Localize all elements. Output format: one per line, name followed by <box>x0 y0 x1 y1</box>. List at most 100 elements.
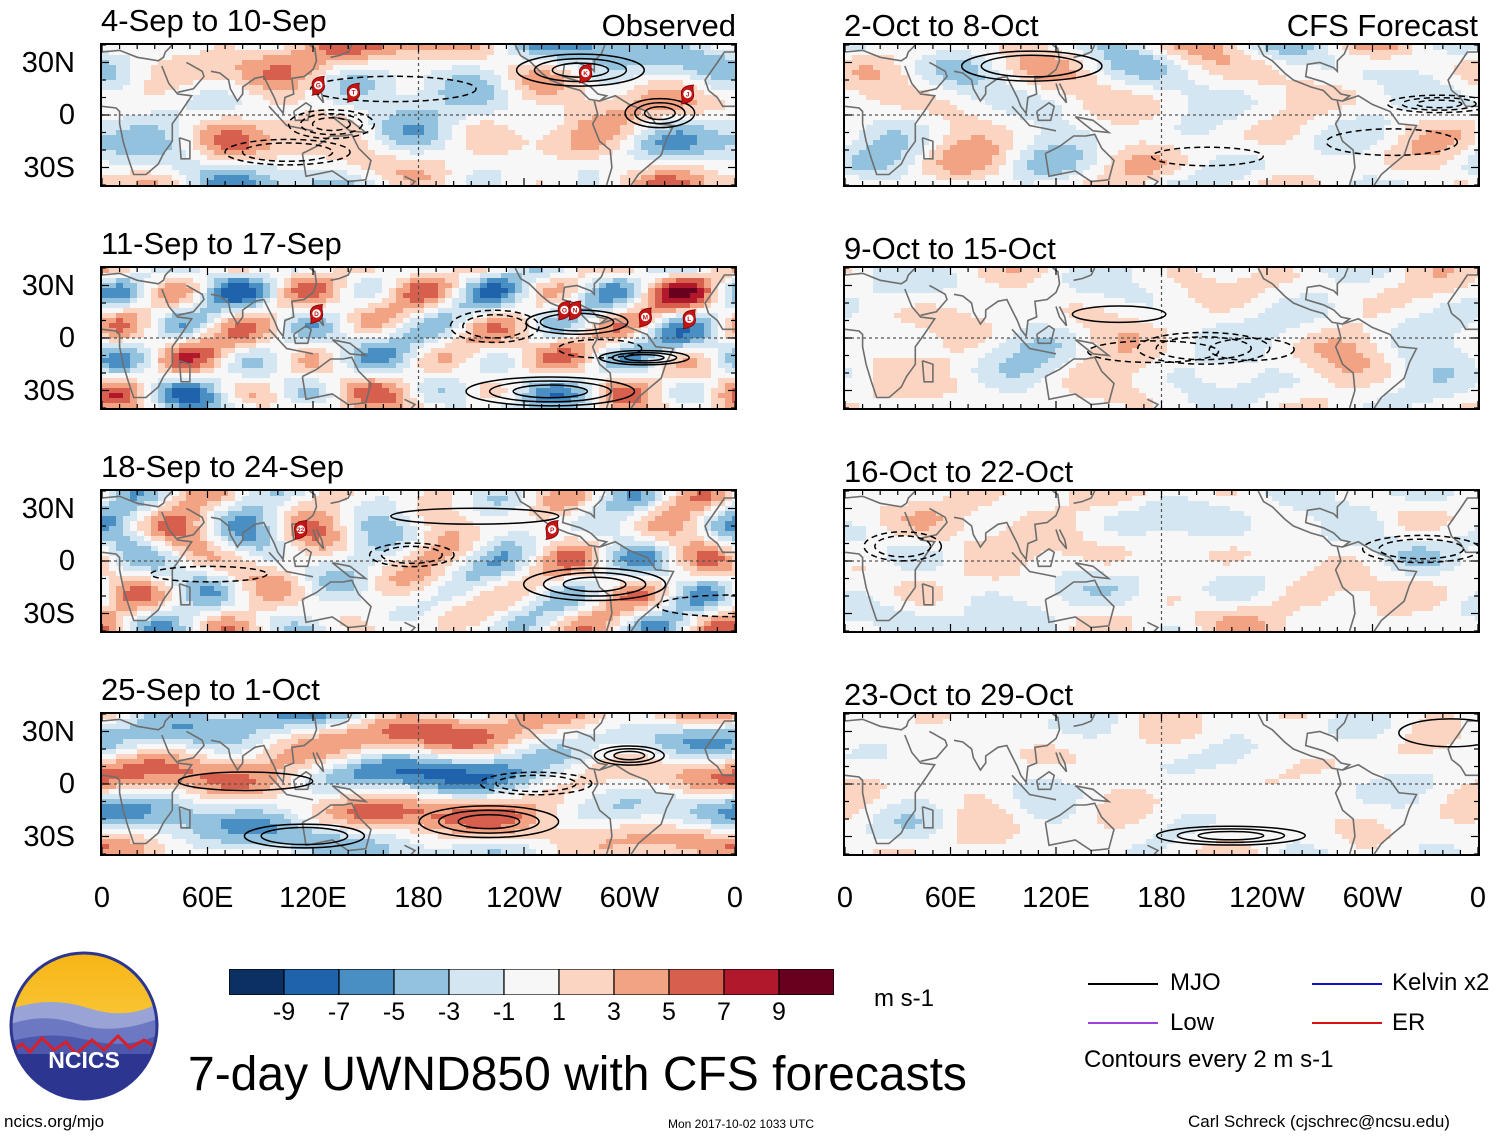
coastline <box>591 546 613 631</box>
coastlines <box>845 268 1478 408</box>
storm-label: T <box>351 90 355 97</box>
lat-tick-label: 30N <box>0 717 75 747</box>
mjo-contour <box>462 314 528 339</box>
coastline <box>845 65 937 176</box>
mjo-contour <box>1071 305 1167 324</box>
colorbar-swatch <box>778 968 835 996</box>
coastline <box>178 806 191 829</box>
coastline <box>102 491 173 508</box>
storm-label: K <box>583 70 588 77</box>
lon-tick-label: 120E <box>258 883 368 913</box>
axis-ticks <box>102 45 735 185</box>
map-panel-fcst-2 <box>843 266 1480 410</box>
panel-title-obs-3: 18-Sep to 24-Sep <box>101 450 344 484</box>
mjo-contour <box>380 545 443 565</box>
coastline <box>1073 491 1096 505</box>
coastline <box>177 507 205 540</box>
lon-tick-label: 60E <box>153 883 263 913</box>
mjo-contour <box>598 349 690 366</box>
mjo-contour <box>1155 825 1307 846</box>
mjo-contour <box>562 576 627 593</box>
legend-label-low: Low <box>1170 1010 1214 1036</box>
anomaly-field <box>102 491 735 631</box>
coastlines <box>102 45 735 185</box>
coastline <box>1011 551 1057 578</box>
panel-title-obs-2: 11-Sep to 17-Sep <box>101 227 342 261</box>
colorbar-tick-label: 1 <box>534 999 584 1025</box>
coastline <box>1055 83 1068 104</box>
lon-tick-label: 0 <box>1423 883 1510 913</box>
colorbar-tick-label: -1 <box>479 999 529 1025</box>
coastline <box>1044 133 1115 183</box>
mjo-contour <box>1361 534 1478 564</box>
coastline <box>1257 714 1352 771</box>
lat-tick-label: 30N <box>0 494 75 524</box>
coastline <box>102 268 173 285</box>
coastline <box>210 491 318 562</box>
mjo-contour <box>1208 337 1295 362</box>
mjo-contour <box>1176 828 1286 844</box>
mjo-contour <box>224 138 351 166</box>
coastline <box>920 61 948 94</box>
mjo-contour <box>457 813 521 830</box>
coastline <box>331 339 369 357</box>
footer-url[interactable]: ncics.org/mjo <box>4 1112 104 1132</box>
coastline <box>1035 101 1056 122</box>
tropical-storm-marker: O <box>557 300 572 321</box>
mjo-contour <box>449 309 540 344</box>
map-panel-obs-4 <box>100 712 737 856</box>
map-panel-obs-1: G T K J <box>100 43 737 187</box>
coastline <box>210 268 318 339</box>
coastline <box>330 45 353 59</box>
mjo-contours <box>177 745 665 849</box>
axis-ticks <box>102 268 735 408</box>
lon-tick-label: 120W <box>469 883 579 913</box>
mjo-contour <box>1155 336 1252 361</box>
mjo-contour <box>593 745 665 766</box>
tropical-storm-marker: T <box>346 82 361 103</box>
storm-label: L <box>687 316 691 323</box>
coastline <box>1011 774 1057 801</box>
coastline <box>953 491 1061 562</box>
mjo-contour <box>418 805 560 839</box>
panel-title-fcst-2: 9-Oct to 15-Oct <box>844 232 1056 266</box>
storm-label: O <box>562 307 567 314</box>
coastline <box>292 547 313 568</box>
storm-label: D <box>314 311 319 318</box>
mjo-contour <box>522 567 667 602</box>
coastline <box>292 324 313 345</box>
coastline <box>1044 579 1115 629</box>
coastline <box>920 284 948 317</box>
colorbar-swatch <box>283 968 340 996</box>
coastline <box>704 274 735 314</box>
colorbar-tick-label: -3 <box>424 999 474 1025</box>
coastline <box>1011 328 1057 355</box>
mjo-contour <box>309 75 477 103</box>
lat-tick-label: 30S <box>0 376 75 406</box>
coastline <box>1334 546 1356 631</box>
storm-label: 22 <box>297 527 305 534</box>
coastline <box>177 61 205 94</box>
axis-ticks <box>845 714 1478 854</box>
mjo-contours <box>149 507 735 618</box>
coastline <box>312 529 325 550</box>
colorbar-swatch <box>338 968 395 996</box>
coastline <box>514 45 609 102</box>
lat-tick-label: 0 <box>0 100 75 130</box>
lon-tick-label: 60E <box>896 883 1006 913</box>
coastline <box>330 491 353 505</box>
tropical-storm-marker: N <box>567 300 582 321</box>
coastline <box>1257 45 1352 102</box>
mjo-contour <box>634 101 686 125</box>
coastline <box>1073 45 1096 59</box>
coastline <box>330 714 353 728</box>
tropical-storm-marker: L <box>682 309 696 330</box>
mjo-contour <box>311 117 352 132</box>
lat-tick-label: 0 <box>0 769 75 799</box>
mjo-contour <box>465 376 636 407</box>
mjo-contour <box>1137 331 1271 365</box>
mjo-contour <box>613 750 646 761</box>
coastline <box>331 785 369 803</box>
mjo-contour <box>512 384 589 399</box>
logo-text: NCICS <box>48 1047 120 1073</box>
